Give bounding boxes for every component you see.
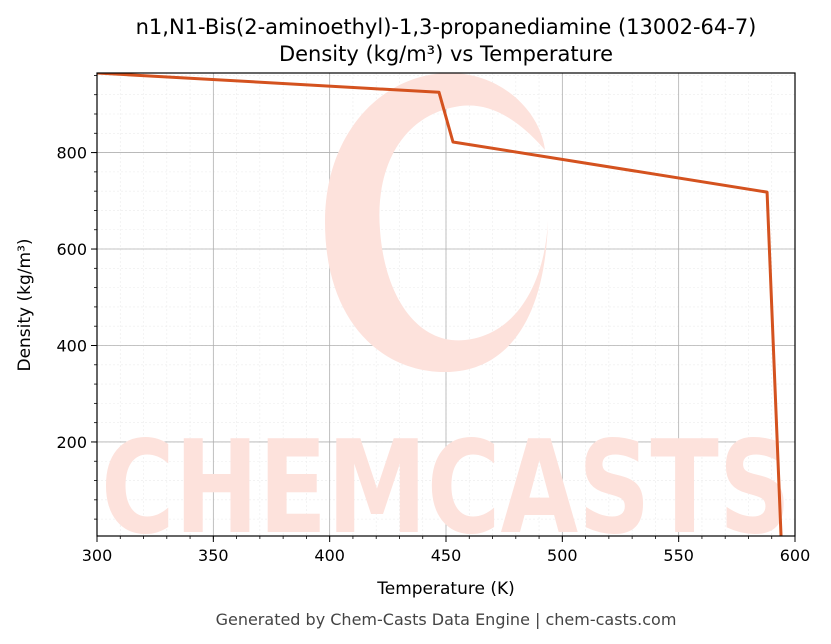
x-tick-label: 500 [547,546,578,565]
series-layer [97,73,783,536]
x-tick-label: 300 [82,546,113,565]
x-tick-label: 450 [431,546,462,565]
series-line-0 [97,73,783,536]
watermark: CHEMCASTS [101,73,791,563]
x-axis-label: Temperature (K) [376,579,515,599]
y-axis-label: Density (kg/m³) [15,238,35,371]
y-tick-label: 600 [56,240,87,259]
y-tick-label: 200 [56,433,87,452]
chart-subtitle: Density (kg/m³) vs Temperature [279,42,613,66]
y-axis: 200 400 600 800 [56,75,97,520]
chart-title: n1,N1-Bis(2-aminoethyl)-1,3-propanediami… [136,15,757,39]
y-tick-label: 800 [56,144,87,163]
x-axis: 300 350 400 450 500 550 600 [82,536,811,565]
x-tick-label: 350 [198,546,229,565]
x-tick-label: 400 [314,546,345,565]
watermark-text: CHEMCASTS [101,414,791,563]
x-tick-label: 600 [780,546,811,565]
x-tick-label: 550 [663,546,694,565]
y-tick-label: 400 [56,336,87,355]
footer-credit: Generated by Chem-Casts Data Engine | ch… [216,610,677,629]
watermark-logo-icon [325,73,548,372]
